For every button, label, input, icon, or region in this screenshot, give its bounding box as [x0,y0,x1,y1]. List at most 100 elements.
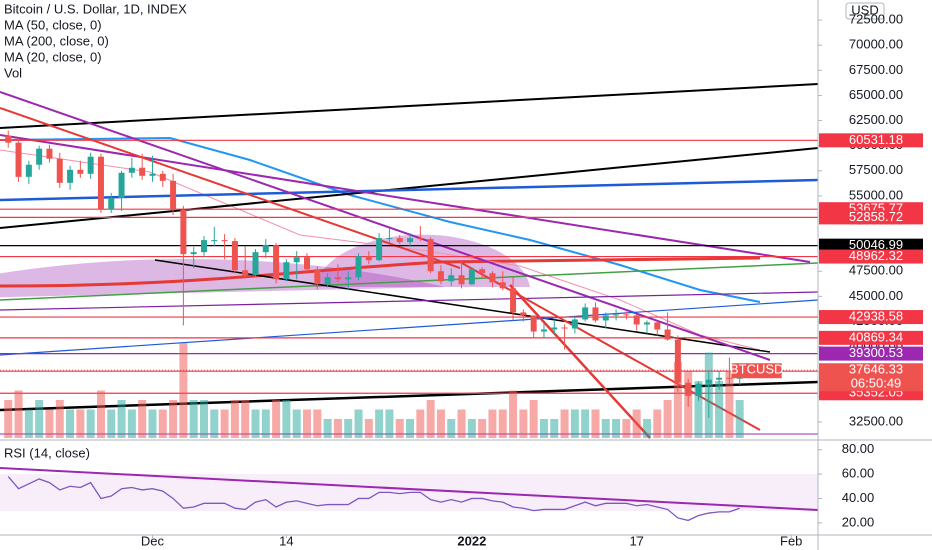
candle-body [293,257,300,263]
candle-body [540,329,547,332]
x-tick-label: 17 [629,533,643,548]
candle-body [200,240,207,253]
last-price-label: 37646.33 [849,362,903,377]
y-tick-label: 55000.00 [849,187,903,202]
ma-50 [0,136,761,303]
rsi-tick-label: 60.00 [842,466,875,481]
trend-line [0,107,461,269]
candle-body [149,173,156,176]
volume-bar [333,419,342,438]
volume-bar [488,409,497,438]
volume-bar [673,362,682,438]
y-tick-label: 70000.00 [849,37,903,52]
trend-line [0,178,819,202]
volume-bar [642,419,651,438]
volume-bar [230,400,239,438]
volume-bar [344,419,353,438]
candle-body [221,240,228,242]
volume-bar [395,419,404,438]
volume-bar [663,400,672,438]
candle-body [726,377,733,379]
volume-bar [509,390,518,438]
candle-body [365,256,372,261]
volume-bar [24,409,33,438]
indicator: MA (50, close, 0) [4,17,102,32]
level-label: 42938.58 [849,308,903,323]
candle-body [97,156,104,209]
volume-bar [199,400,208,438]
level-label-box [819,310,923,325]
volume-bar [694,381,703,438]
currency-box[interactable] [845,2,885,20]
candle-body [592,307,599,321]
candle-body [211,240,218,242]
candle-body [108,197,115,209]
x-tick-label: Dec [141,533,165,548]
volume-bar [354,409,363,438]
volume-bar [179,343,188,438]
volume-bar [550,419,559,438]
indicator: Vol [4,65,22,80]
volume-bar [158,409,167,438]
candle-body [520,312,527,316]
rsi-tick-label: 40.00 [842,490,875,505]
level-label-box [819,133,923,148]
rsi-title: RSI (14, close) [4,445,90,460]
candle-body [643,322,650,325]
candle-body [571,319,578,329]
volume-bar [529,400,538,438]
volume-bar [303,409,312,438]
trend-line [0,299,819,356]
y-tick-label: 67500.00 [849,62,903,77]
volume-bar [14,390,23,438]
countdown: 06:50:49 [851,376,902,391]
candle-body [613,314,620,316]
level-label-box [819,238,923,253]
y-tick-label: 57500.00 [849,162,903,177]
y-tick-label: 32500.00 [849,413,903,428]
trend-line [0,83,819,129]
candle-body [252,252,259,276]
candle-body [128,167,135,173]
legend: Bitcoin / U.S. Dollar, 1D, INDEX MA (50,… [4,1,187,460]
y-tick-label: 72500.00 [849,12,903,27]
ma-200 [0,256,761,288]
volume-bar [519,409,528,438]
candle-body [376,238,383,261]
candle-body [190,252,197,255]
symbol-box [731,363,782,379]
volume-bar [261,409,270,438]
level-label: 50046.99 [849,237,903,252]
volume-bar [138,400,147,438]
candle-body [551,327,558,330]
volume-bar [148,409,157,438]
volume-bar [581,409,590,438]
trend-line [0,134,811,263]
candle-body [489,273,496,283]
candle-body [159,173,166,181]
candle-body [139,167,146,176]
volume-bar [447,419,456,438]
candle-body [458,275,465,285]
candle-body [231,241,238,271]
candle-body [530,315,537,332]
rsi-tick-label: 20.00 [842,514,875,529]
volume-bar [467,419,476,438]
volume-bar [364,419,373,438]
candle-body [664,329,671,340]
candle-body [46,148,53,159]
volume-bar [323,419,332,438]
level-label: 48962.32 [849,248,903,263]
volume-bar [560,409,569,438]
volume-bar [416,409,425,438]
level-label: 39300.53 [849,345,903,360]
candle-body [674,339,681,383]
candle-body [355,256,362,278]
volume-bar [601,419,610,438]
volume-bar [385,409,394,438]
candle-body [273,245,280,280]
candle-body [695,383,702,396]
candle-body [262,245,269,253]
trend-line [0,291,819,311]
